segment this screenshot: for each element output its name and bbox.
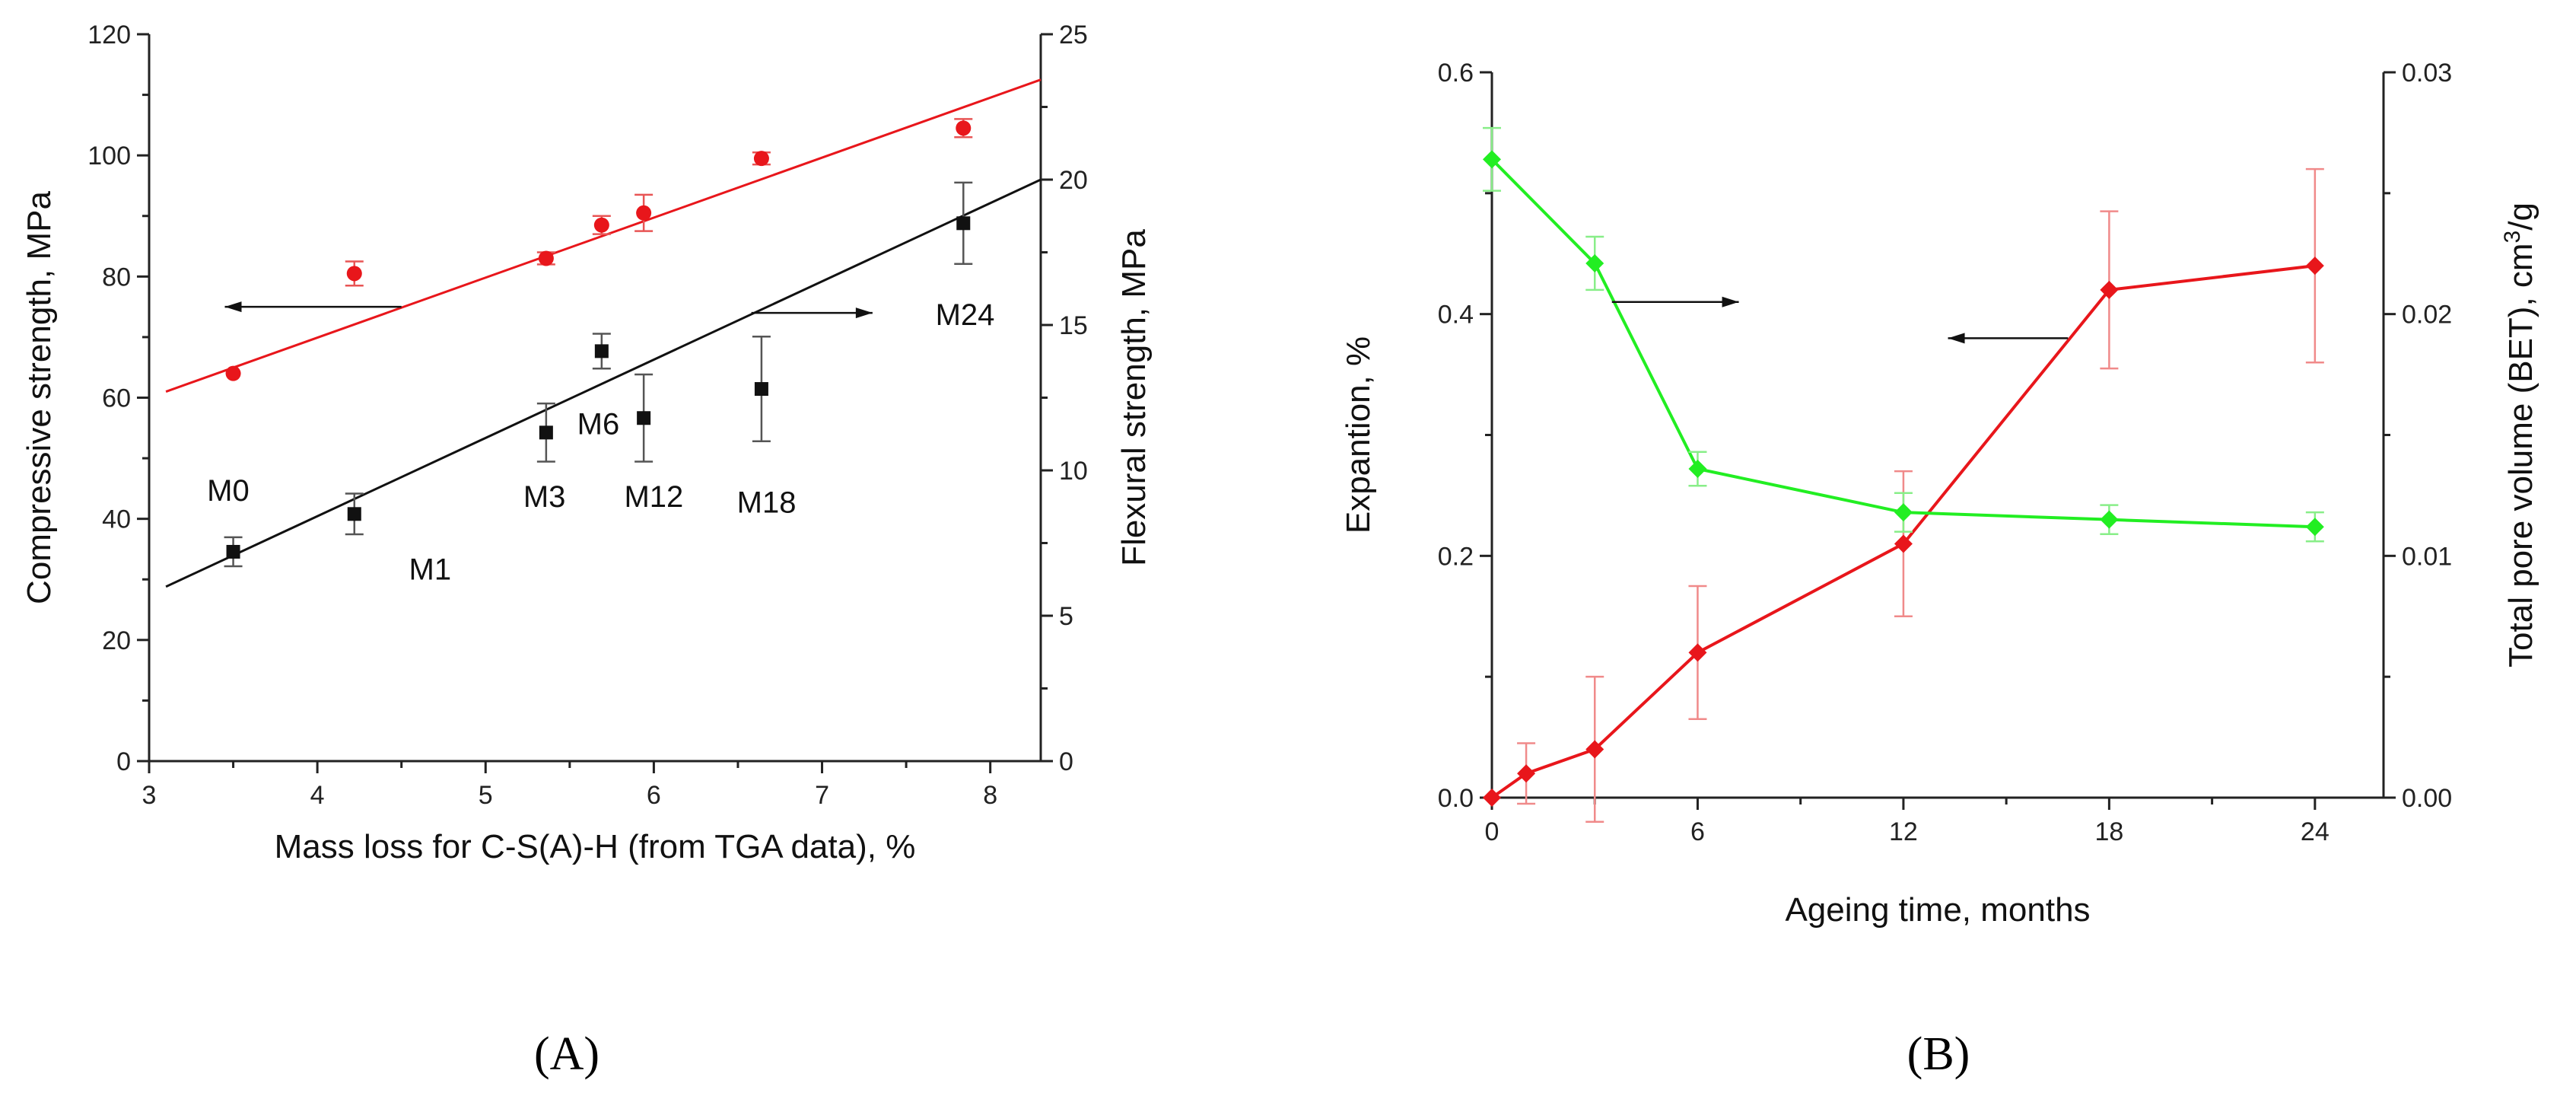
panel-b-total-pore-volume-bet-point xyxy=(2305,518,2324,537)
panel-b-arrow-left-head xyxy=(1948,333,1965,344)
panel-b-y-axis-right-label-sup: 3 xyxy=(2500,231,2525,244)
panel-a-flexural-strength-point xyxy=(226,544,240,559)
panel-a-y-right-tick-label: 5 xyxy=(1059,602,1073,631)
panel-b-y-axis-right-label-tail: /g xyxy=(2502,202,2539,231)
panel-a-compressive-strength-fit-line xyxy=(165,78,1042,393)
panel-a-compressive-strength-point xyxy=(753,151,769,167)
panel-b-expantion-point xyxy=(1894,534,1913,553)
panel-a-y-right-tick-label: 25 xyxy=(1059,21,1088,49)
panel-b-arrow-right-head xyxy=(1722,296,1739,307)
panel-a-x-tick-label: 6 xyxy=(647,781,661,810)
panel-b-total-pore-volume-bet-point xyxy=(2100,510,2119,529)
panel-a-y-right-tick-label: 15 xyxy=(1059,311,1088,340)
panel-a-y-left-tick-label: 80 xyxy=(102,263,131,292)
panel-a-compressive-strength-point xyxy=(956,120,972,136)
panel-b-panel-label: (B) xyxy=(1907,1028,1970,1080)
panel-a-y-right-tick-label: 10 xyxy=(1059,457,1088,486)
panel-a-y-left-tick-label: 60 xyxy=(102,384,131,413)
panel-b-total-pore-volume-bet-point xyxy=(1688,459,1707,478)
panel-a-x-tick-label: 4 xyxy=(310,781,325,810)
panel-a-compressive-strength-point xyxy=(593,217,609,233)
panel-b-y-right-tick-label: 0.01 xyxy=(2402,542,2452,571)
panel-a-flexural-strength-point xyxy=(956,216,971,231)
panel-b-x-tick-label: 24 xyxy=(2301,817,2330,846)
panel-a-flexural-strength-point xyxy=(539,425,553,440)
panel-a-x-tick-label: 5 xyxy=(479,781,493,810)
panel-a-flexural-strength-point xyxy=(637,411,651,425)
panel-b-expantion-point xyxy=(2100,280,2119,299)
panel-a-arrow-right-head xyxy=(855,307,873,319)
panel-b-expantion-point xyxy=(2305,256,2324,276)
panel-b-y-left-tick-label: 0.0 xyxy=(1438,784,1474,813)
panel-a-x-tick-label: 7 xyxy=(815,781,829,810)
panel-a-y-left-tick-label: 40 xyxy=(102,505,131,534)
panel-b-y-right-tick-label: 0.03 xyxy=(2402,59,2452,88)
panel-b-y-right-tick-label: 0.02 xyxy=(2402,301,2452,330)
panel-a-compressive-strength-point xyxy=(636,205,652,221)
panel-a-y-axis-right-label: Flexural strength, MPa xyxy=(1115,229,1153,566)
panel-b-x-tick-label: 12 xyxy=(1889,817,1918,846)
panel-a-x-tick-label: 8 xyxy=(983,781,997,810)
panel-a-point-label-m0: M0 xyxy=(207,474,250,508)
panel-a-y-left-tick-label: 20 xyxy=(102,626,131,655)
panel-b-chart: 0 6 12 18 24 0.0 0.2 0.4 0.6 0.00 0.01 0.02 0.03 Agei… xyxy=(1340,59,2539,1080)
panel-a-y-left-tick-label: 0 xyxy=(116,747,131,776)
panel-b-expantion-point xyxy=(1483,789,1501,807)
panel-b-y-axis-right-label-main: Total pore volume (BET), cm xyxy=(2502,243,2539,667)
panel-a-arrow-left-head xyxy=(224,301,242,313)
panel-a-flexural-strength-point xyxy=(754,382,768,397)
panel-b-y-axis-right-label: Total pore volume (BET), cm3/g xyxy=(2500,202,2540,667)
panel-a-flexural-strength-point xyxy=(594,344,609,358)
panel-b-x-tick-label: 6 xyxy=(1690,817,1705,846)
panel-b-total-pore-volume-bet-line xyxy=(1490,158,2315,529)
panel-a-point-label-m24: M24 xyxy=(936,298,995,332)
panel-b-x-axis-label: Ageing time, months xyxy=(1785,891,2090,929)
panel-a-y-axis-left-label: Compressive strength, MPa xyxy=(21,191,58,604)
panel-a-y-right-tick-label: 0 xyxy=(1059,747,1073,776)
panel-b-x-tick-label: 0 xyxy=(1485,817,1499,846)
panel-b-y-left-tick-label: 0.6 xyxy=(1438,59,1474,88)
panel-b-expantion-point xyxy=(1517,764,1536,783)
panel-a-point-label-m3: M3 xyxy=(523,480,566,514)
panel-a-y-axis-right-label-main: Flexural strength, MPa xyxy=(1115,229,1153,566)
panel-a-flexural-strength-point xyxy=(347,507,361,521)
panel-a-compressive-strength-point xyxy=(225,365,241,381)
panel-a-y-right-tick-label: 20 xyxy=(1059,166,1088,195)
panel-a-point-label-m1: M1 xyxy=(409,553,452,586)
panel-b-total-pore-volume-bet-point xyxy=(1894,503,1913,522)
panel-b-y-right-tick-label: 0.00 xyxy=(2402,784,2452,813)
panel-b-expantion-point xyxy=(1585,740,1604,759)
panel-a-x-axis-label: Mass loss for C-S(A)-H (from TGA data), … xyxy=(275,828,916,865)
panel-b-y-axis-left-label: Expantion, % xyxy=(1340,336,1377,534)
panel-b-y-left-tick-label: 0.4 xyxy=(1438,301,1474,330)
panel-b-total-pore-volume-bet-point xyxy=(1483,150,1501,169)
panel-a-compressive-strength-point xyxy=(538,250,554,266)
panel-b-total-pore-volume-bet-point xyxy=(1585,253,1604,272)
panel-b-y-left-tick-label: 0.2 xyxy=(1438,542,1474,571)
panel-a-compressive-strength-point xyxy=(346,266,362,282)
panel-a-y-left-tick-label: 100 xyxy=(87,142,131,170)
panel-a-point-label-m18: M18 xyxy=(737,486,797,520)
panel-a-panel-label: (A) xyxy=(534,1028,599,1080)
panel-a-flexural-strength-fit-line xyxy=(165,178,1042,588)
panel-a-x-tick-label: 3 xyxy=(142,781,157,810)
panel-a-y-left-tick-label: 120 xyxy=(87,21,131,49)
panel-b-x-tick-label: 18 xyxy=(2094,817,2123,846)
panel-b-expantion-point xyxy=(1688,643,1707,662)
panel-a-point-label-m6: M6 xyxy=(577,407,620,441)
panel-a-point-label-m12: M12 xyxy=(624,480,683,514)
